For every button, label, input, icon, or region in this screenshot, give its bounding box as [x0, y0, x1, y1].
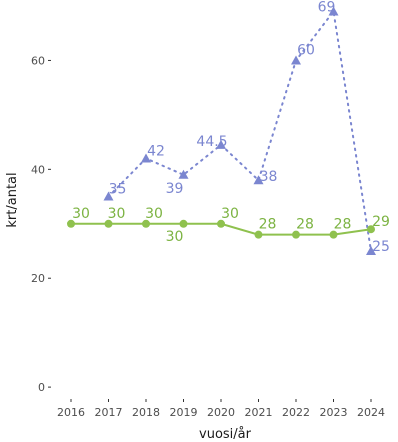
y-axis-title: krt/antal	[5, 172, 20, 227]
data-label: 30	[221, 206, 239, 222]
data-label: 35	[109, 182, 127, 198]
x-tick-label: 2017	[95, 406, 123, 419]
data-point	[216, 139, 226, 149]
data-point	[179, 219, 188, 228]
y-tick-label: 60	[31, 54, 45, 67]
data-point	[141, 153, 151, 163]
data-point	[254, 230, 263, 239]
data-label: 30	[108, 206, 126, 222]
y-tick-label: 20	[31, 272, 45, 285]
data-label: 39	[166, 181, 184, 197]
x-tick-label: 2023	[320, 406, 348, 419]
data-label: 30	[72, 206, 90, 222]
data-point	[367, 225, 375, 234]
data-point	[292, 230, 300, 239]
x-tick-label: 2018	[132, 406, 160, 419]
data-point	[142, 219, 150, 228]
data-label: 42	[147, 143, 165, 159]
data-point	[217, 219, 225, 228]
x-tick-label: 2024	[357, 406, 385, 419]
y-tick-label: 40	[31, 163, 45, 176]
data-label: 44.5	[196, 134, 227, 150]
x-tick-label: 2016	[57, 406, 85, 419]
data-label: 60	[297, 42, 315, 58]
data-label: 30	[145, 206, 163, 222]
data-point	[178, 169, 189, 179]
data-label: 28	[296, 217, 314, 233]
data-point	[253, 175, 264, 185]
data-label: 29	[372, 214, 390, 230]
x-tick-label: 2020	[207, 406, 235, 419]
data-label: 28	[334, 217, 352, 233]
data-label: 25	[372, 239, 390, 255]
x-tick-label: 2022	[282, 406, 310, 419]
x-axis-title: vuosi/år	[199, 427, 252, 442]
data-point	[328, 6, 339, 16]
data-label: 28	[259, 217, 277, 233]
data-point	[329, 230, 338, 239]
data-point	[103, 191, 114, 201]
axes: 0 20 40 60 2016 2017 2018 2019 2020 2021 2022 2023 2…	[31, 54, 385, 419]
data-label: 30	[166, 229, 184, 245]
x-tick-label: 2019	[170, 406, 198, 419]
data-point	[291, 55, 301, 65]
data-point	[67, 219, 75, 228]
series-markers	[67, 6, 376, 255]
data-point	[104, 219, 113, 228]
data-label: 38	[260, 169, 278, 185]
data-point	[366, 246, 376, 255]
data-label: 69	[318, 0, 336, 15]
series-line	[107, 8, 372, 252]
y-tick-label: 0	[38, 381, 45, 394]
x-tick-label: 2021	[245, 406, 273, 419]
